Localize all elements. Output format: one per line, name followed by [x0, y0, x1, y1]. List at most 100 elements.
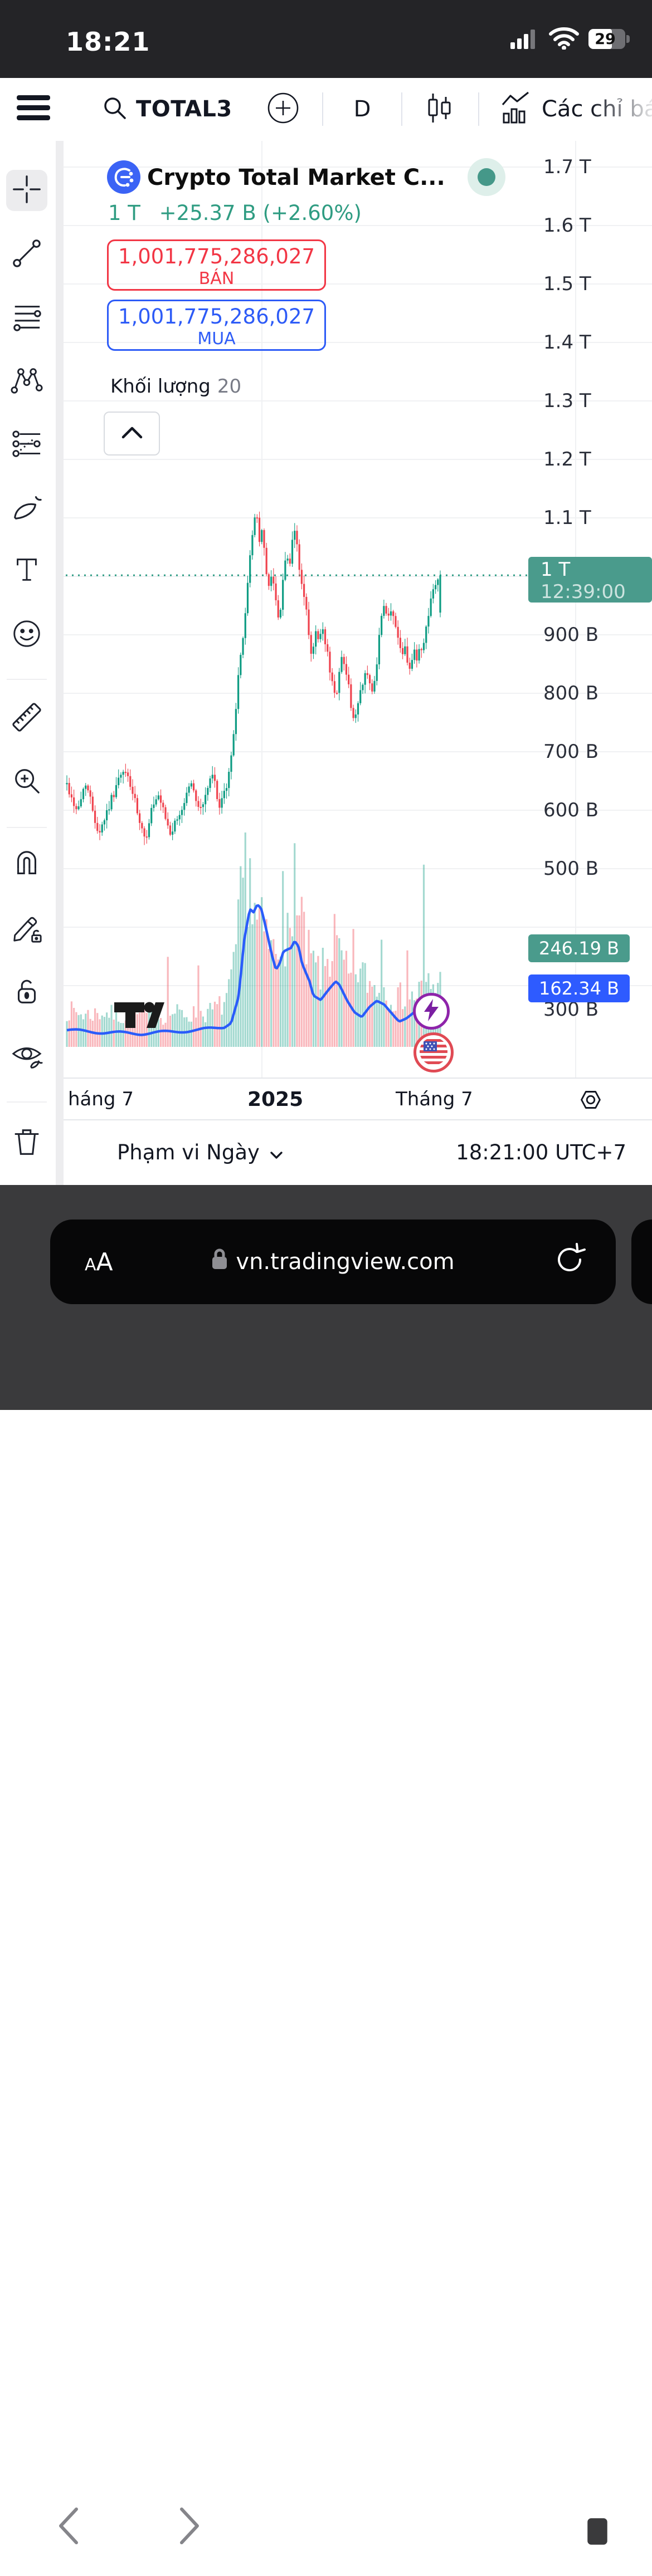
chevron-down-icon: [270, 1120, 283, 1185]
bookmarks-button[interactable]: [445, 2504, 489, 2548]
price-change-row: 1 T +25.37 B (+2.60%): [108, 201, 362, 226]
tool-text-tool[interactable]: [6, 550, 47, 591]
volume-study-row[interactable]: Khối lượng 20: [110, 375, 241, 398]
tabs-button[interactable]: [580, 2504, 624, 2548]
share-button[interactable]: [304, 2503, 348, 2549]
status-bar: 18:21 29: [0, 0, 652, 78]
reader-button[interactable]: AA: [85, 1247, 113, 1276]
tool-xabcd-pattern[interactable]: [6, 361, 47, 402]
tool-projection[interactable]: [6, 424, 47, 466]
symbol-search-button[interactable]: TOTAL3: [103, 78, 232, 140]
price-tick-label: 500 B: [543, 858, 599, 880]
back-button[interactable]: [46, 2504, 91, 2548]
volume-value-badge: 162.34 B: [528, 974, 630, 1002]
sell-button[interactable]: 1,001,775,286,027 BÁN: [107, 239, 326, 291]
menu-button[interactable]: [16, 78, 51, 140]
us-flag-button[interactable]: [413, 1032, 454, 1072]
tool-zoom-in[interactable]: [6, 761, 47, 802]
last-price-badge: 1 T 12:39:00: [528, 557, 652, 603]
rail-divider: [7, 679, 47, 680]
magnet-icon: [11, 849, 43, 883]
buy-button[interactable]: 1,001,775,286,027 MUA: [107, 300, 326, 351]
tool-delete-tool[interactable]: [6, 1123, 47, 1164]
volume-value-badge: 246.19 B: [528, 934, 630, 962]
sell-value: 1,001,775,286,027: [118, 244, 315, 268]
price-tick-label: 1.6 T: [543, 214, 591, 237]
interval-button[interactable]: D: [344, 78, 380, 140]
volume-length: 20: [217, 375, 242, 398]
toolbar-divider: [401, 92, 402, 126]
tool-trend-line[interactable]: [6, 234, 47, 275]
search-icon: [103, 96, 127, 123]
chevron-up-icon: [121, 426, 143, 442]
toolbar-divider: [322, 92, 323, 126]
price-tick-label: 1.2 T: [543, 448, 591, 471]
tool-ruler[interactable]: [6, 698, 47, 739]
hide-drawings-icon: [11, 1041, 43, 1075]
battery-percent: 29: [595, 31, 616, 48]
lightning-icon: [422, 998, 441, 1024]
chart-style-button[interactable]: [422, 78, 456, 140]
drawing-tools-rail: [0, 141, 56, 1185]
tool-crosshair[interactable]: [6, 170, 47, 211]
tool-brush[interactable]: [6, 487, 47, 528]
tool-draw-lock[interactable]: [6, 908, 47, 949]
tls-lock-icon: [211, 1248, 228, 1276]
badge-countdown: 12:39:00: [541, 581, 626, 603]
boost-button[interactable]: [413, 993, 450, 1030]
safari-bottom-chrome: AA vn.tradingview.com: [0, 1185, 652, 2576]
badge-price: 1 T: [541, 559, 571, 581]
url-text: vn.tradingview.com: [236, 1249, 455, 1275]
delete-tool-icon: [11, 1126, 43, 1160]
market-status-dot[interactable]: [468, 158, 505, 196]
reload-button[interactable]: [554, 1242, 586, 1277]
indicators-button[interactable]: Các chỉ báo: [498, 78, 652, 140]
tool-horizontal-lines[interactable]: [6, 297, 47, 339]
tool-hide-drawings[interactable]: [6, 1037, 47, 1079]
rail-divider: [7, 1101, 47, 1103]
market-status-dot-core: [478, 168, 495, 186]
chart-area[interactable]: 1.7 T 1.6 T 1.5 T 1.4 T 1.3 T 1.2 T 1.1 T 900 B…: [64, 141, 652, 1189]
indicators-label: Các chỉ báo: [542, 96, 652, 122]
xabcd-pattern-icon: [11, 364, 43, 399]
last-price: 1 T: [108, 201, 140, 225]
toolbar-divider: [478, 92, 479, 126]
price-tick-label: 900 B: [543, 624, 599, 646]
url-bar[interactable]: AA vn.tradingview.com: [50, 1220, 616, 1304]
candlestick-icon: [422, 91, 456, 127]
tool-emoji[interactable]: [6, 614, 47, 655]
tool-lock-all[interactable]: [6, 971, 47, 1012]
buy-label: MUA: [197, 329, 236, 349]
cellular-signal-icon: [510, 27, 539, 51]
range-selector[interactable]: Phạm vi Ngày: [117, 1120, 283, 1185]
status-time: 18:21: [66, 27, 150, 57]
next-tab-peek[interactable]: [631, 1220, 652, 1304]
draw-lock-icon: [11, 912, 43, 946]
chart-toolbar: TOTAL3 D Các chỉ báo: [0, 78, 652, 142]
brush-icon: [11, 491, 43, 525]
symbol-logo: [107, 160, 140, 194]
tool-magnet[interactable]: [6, 845, 47, 887]
chart-clock[interactable]: 18:21:00 UTC+7: [456, 1140, 626, 1164]
buy-value: 1,001,775,286,027: [118, 305, 315, 329]
axis-settings-icon[interactable]: [574, 1084, 606, 1118]
price-tick-label: 1.7 T: [543, 156, 591, 178]
chart-footer-bar: Phạm vi Ngày 18:21:00 UTC+7: [64, 1119, 652, 1185]
home-indicator[interactable]: [217, 2568, 435, 2576]
hamburger-icon: [16, 92, 51, 126]
time-tick-label: 2025: [247, 1088, 304, 1111]
add-symbol-button[interactable]: [266, 78, 300, 140]
forward-button[interactable]: [167, 2504, 212, 2548]
price-tick-label: 300 B: [543, 998, 599, 1021]
time-axis[interactable]: háng 7 2025 Tháng 7: [64, 1078, 652, 1119]
interval-label: D: [353, 96, 371, 122]
price-tick-label: 1.3 T: [543, 390, 591, 412]
collapse-panel-button[interactable]: [104, 412, 160, 456]
price-tick-label: 600 B: [543, 799, 599, 821]
price-chart-canvas[interactable]: [64, 141, 652, 1078]
symbol-label: TOTAL3: [136, 96, 232, 122]
symbol-title[interactable]: Crypto Total Market C...: [147, 165, 445, 190]
zoom-in-icon: [11, 765, 43, 799]
rail-chart-gutter: [56, 141, 64, 1185]
lock-all-icon: [11, 974, 43, 1009]
